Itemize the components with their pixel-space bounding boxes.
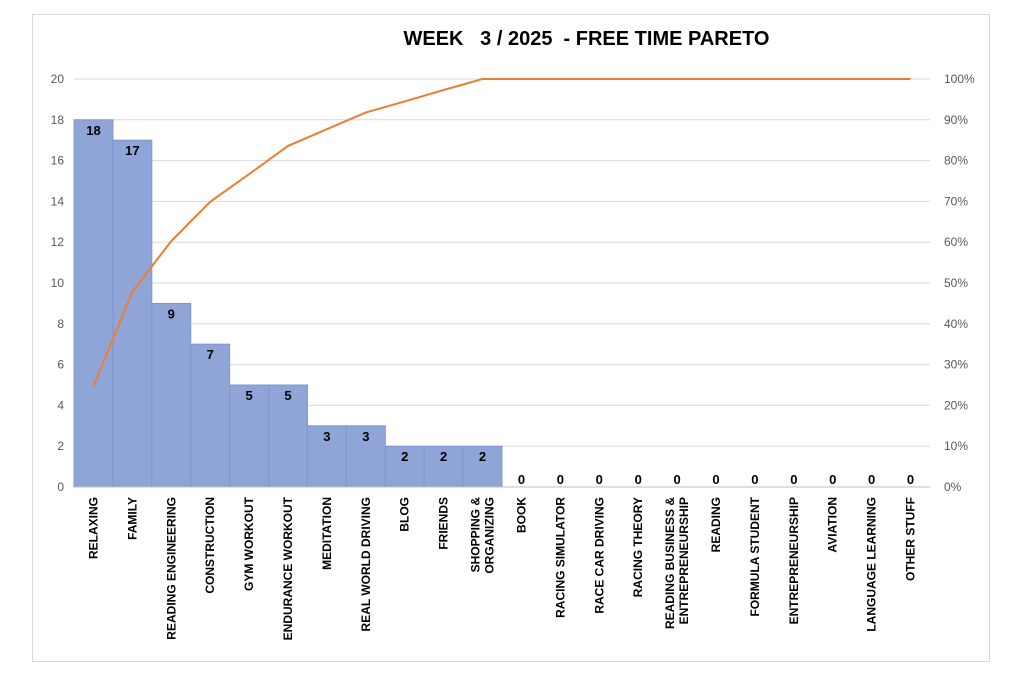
data-label: 0 bbox=[673, 472, 680, 487]
bar bbox=[345, 425, 386, 488]
data-label: 3 bbox=[362, 429, 369, 444]
data-label: 5 bbox=[245, 388, 252, 403]
y-tick-label: 8 bbox=[57, 317, 64, 331]
category-label: CONSTRUCTION bbox=[203, 497, 217, 594]
y2-tick-label: 0% bbox=[944, 480, 962, 494]
category-label: RACING THEORY bbox=[631, 497, 645, 597]
category-label: RELAXING bbox=[86, 497, 100, 559]
y2-tick-label: 50% bbox=[944, 276, 968, 290]
y-tick-label: 2 bbox=[57, 439, 64, 453]
data-label: 0 bbox=[596, 472, 603, 487]
category-label: AVIATION bbox=[826, 497, 840, 553]
category-label: BLOG bbox=[398, 497, 412, 532]
y2-tick-label: 60% bbox=[944, 235, 968, 249]
cumulative-line bbox=[92, 78, 911, 387]
chart-frame bbox=[32, 14, 990, 662]
y-tick-label: 20 bbox=[51, 72, 65, 86]
y-tick-label: 10 bbox=[51, 276, 65, 290]
category-label: MEDITATION bbox=[320, 497, 334, 570]
chart-title: WEEK 3 / 2025 - FREE TIME PARETO bbox=[403, 28, 770, 50]
y2-tick-label: 100% bbox=[944, 72, 975, 86]
data-label: 17 bbox=[125, 143, 139, 158]
category-label: ENDURANCE WORKOUT bbox=[281, 496, 295, 640]
category-label: FRIENDS bbox=[437, 497, 451, 550]
category-label: RACE CAR DRIVING bbox=[592, 497, 606, 614]
y-tick-label: 0 bbox=[57, 480, 64, 494]
data-label: 7 bbox=[207, 347, 214, 362]
y-tick-label: 14 bbox=[51, 194, 65, 208]
category-label: FAMILY bbox=[125, 497, 139, 540]
category-label: OTHER STUFF bbox=[904, 497, 918, 581]
data-label: 0 bbox=[829, 472, 836, 487]
data-label: 0 bbox=[635, 472, 642, 487]
data-label: 2 bbox=[440, 449, 447, 464]
data-label: 9 bbox=[168, 306, 175, 321]
y2-tick-label: 70% bbox=[944, 194, 968, 208]
y2-tick-label: 40% bbox=[944, 317, 968, 331]
category-label: REAL WORLD DRIVING bbox=[359, 497, 373, 631]
category-label: READING ENGINEERING bbox=[164, 497, 178, 640]
data-label: 2 bbox=[401, 449, 408, 464]
data-label: 0 bbox=[751, 472, 758, 487]
data-label: 0 bbox=[907, 472, 914, 487]
category-label: READING bbox=[709, 497, 723, 552]
data-label: 0 bbox=[868, 472, 875, 487]
category-label: READING BUSINESS &ENTREPRENEURSHIP bbox=[663, 497, 691, 629]
category-label: FORMULA STUDENT bbox=[748, 496, 762, 616]
data-label: 0 bbox=[518, 472, 525, 487]
y-tick-label: 16 bbox=[51, 154, 65, 168]
y2-tick-label: 30% bbox=[944, 358, 968, 372]
data-label: 5 bbox=[284, 388, 291, 403]
bar bbox=[384, 445, 425, 488]
bar bbox=[151, 302, 192, 488]
y2-tick-label: 90% bbox=[944, 113, 968, 127]
data-label: 2 bbox=[479, 449, 486, 464]
category-label: BOOK bbox=[514, 497, 528, 533]
data-label: 0 bbox=[712, 472, 719, 487]
bar bbox=[73, 119, 114, 488]
bar bbox=[112, 139, 153, 488]
bar bbox=[306, 425, 347, 488]
y-tick-label: 12 bbox=[51, 235, 65, 249]
data-label: 18 bbox=[86, 123, 100, 138]
y-tick-label: 4 bbox=[57, 398, 64, 412]
category-label: ENTREPRENEURSHIP bbox=[787, 497, 801, 624]
data-label: 0 bbox=[790, 472, 797, 487]
y2-tick-label: 10% bbox=[944, 439, 968, 453]
data-label: 0 bbox=[557, 472, 564, 487]
y-tick-label: 18 bbox=[51, 113, 65, 127]
category-label: LANGUAGE LEARNING bbox=[865, 497, 879, 632]
y-tick-label: 6 bbox=[57, 358, 64, 372]
category-label: RACING SIMULATOR bbox=[553, 497, 567, 618]
category-label: GYM WORKOUT bbox=[242, 496, 256, 591]
y2-tick-label: 20% bbox=[944, 398, 968, 412]
y2-tick-label: 80% bbox=[944, 154, 968, 168]
data-label: 3 bbox=[323, 429, 330, 444]
bar bbox=[462, 445, 503, 488]
bar bbox=[190, 343, 231, 488]
category-label: SHOPPING &ORGANIZING bbox=[469, 497, 497, 574]
